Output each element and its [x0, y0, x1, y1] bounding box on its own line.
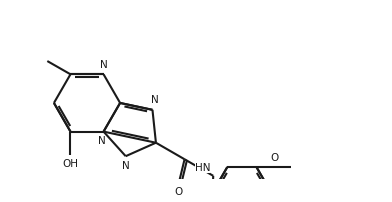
- Text: OH: OH: [62, 159, 78, 169]
- Text: HN: HN: [194, 163, 210, 173]
- Text: N: N: [98, 136, 105, 146]
- Text: N: N: [122, 161, 130, 171]
- Text: N: N: [100, 60, 107, 70]
- Text: N: N: [151, 95, 158, 105]
- Text: O: O: [270, 153, 279, 163]
- Text: O: O: [174, 187, 183, 197]
